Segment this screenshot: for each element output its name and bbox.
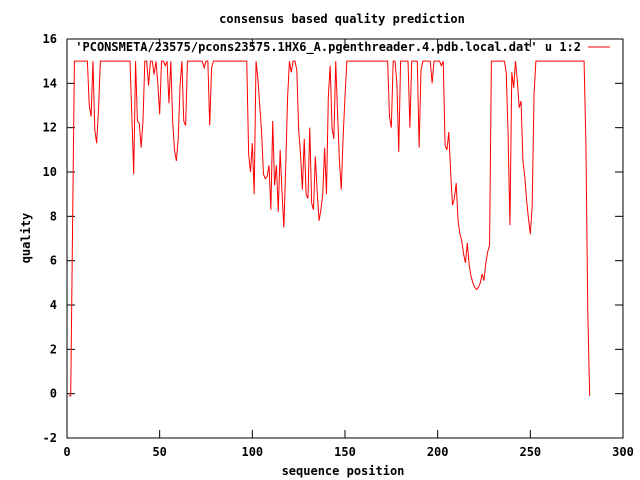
x-tick-label: 250 <box>519 445 541 459</box>
series-group <box>68 60 591 397</box>
x-axis-label: sequence position <box>282 464 405 478</box>
y-tick-label: 16 <box>43 32 57 46</box>
x-tick-label: 0 <box>63 445 70 459</box>
series-line <box>68 60 591 397</box>
x-tick-label: 300 <box>612 445 634 459</box>
y-tick-label: 6 <box>50 254 57 268</box>
x-tick-label: 50 <box>152 445 166 459</box>
y-tick-label: 2 <box>50 342 57 356</box>
y-axis: -2 0 2 4 6 8 10 12 14 16 <box>43 32 623 445</box>
y-tick-label: 10 <box>43 165 57 179</box>
legend-label: 'PCONSMETA/23575/pcons23575.1HX6_A.pgent… <box>75 40 581 55</box>
y-tick-label: 12 <box>43 121 57 135</box>
y-tick-label: 4 <box>50 298 57 312</box>
x-tick-label: 100 <box>241 445 263 459</box>
y-tick-label: 8 <box>50 209 57 223</box>
y-tick-label: 0 <box>50 387 57 401</box>
y-tick-label: 14 <box>43 76 57 90</box>
y-tick-label: -2 <box>43 431 57 445</box>
legend: 'PCONSMETA/23575/pcons23575.1HX6_A.pgent… <box>75 40 610 55</box>
y-axis-label: quality <box>19 213 33 264</box>
x-tick-label: 200 <box>427 445 449 459</box>
chart-title: consensus based quality prediction <box>219 12 465 26</box>
x-tick-label: 150 <box>334 445 356 459</box>
x-axis: 0 50 100 150 200 250 300 <box>63 39 634 459</box>
